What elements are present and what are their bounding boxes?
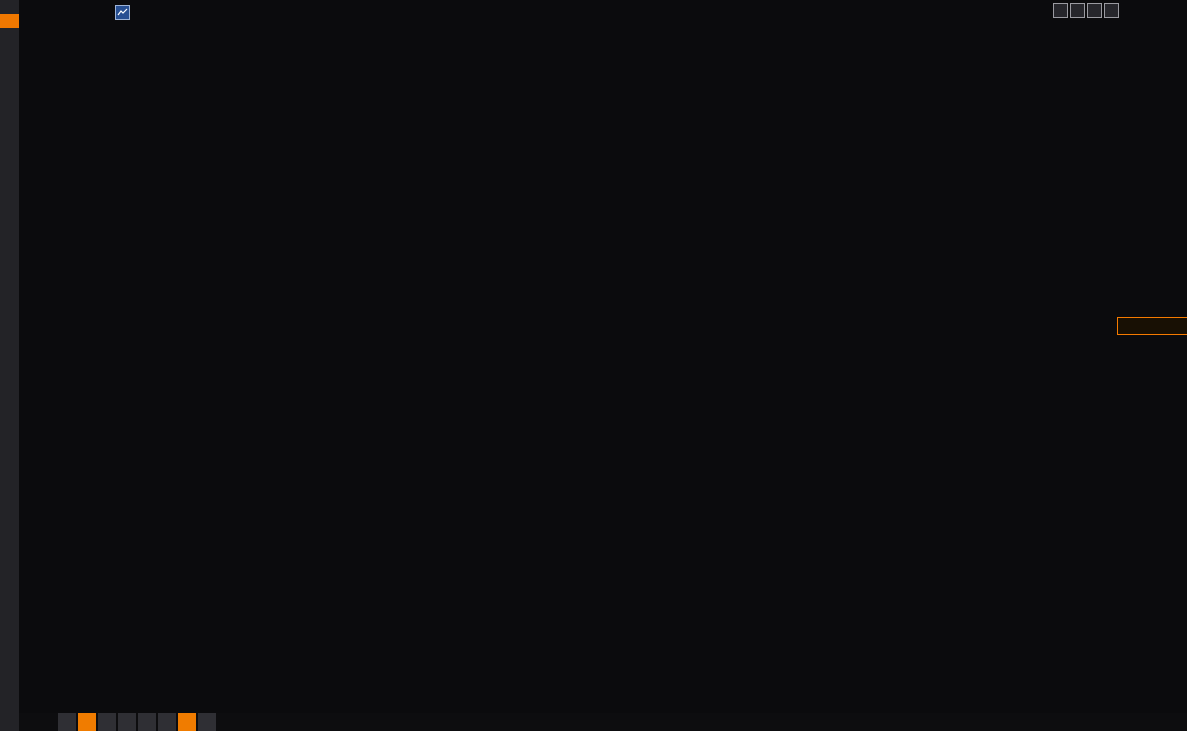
sidebar-item-contract-info[interactable] bbox=[0, 42, 19, 56]
tab-vip-indicator[interactable] bbox=[98, 713, 116, 731]
tab-bull[interactable] bbox=[138, 713, 156, 731]
chart-header bbox=[88, 3, 193, 21]
tab-macd[interactable] bbox=[158, 713, 176, 731]
current-price-badge bbox=[1117, 317, 1187, 335]
sidebar bbox=[0, 0, 19, 731]
chart-toolbar bbox=[1053, 3, 1119, 18]
sidebar-item-lightning-chart[interactable] bbox=[0, 28, 19, 42]
tab-indicator[interactable] bbox=[58, 713, 76, 731]
zoom-icon[interactable] bbox=[1087, 3, 1102, 18]
tab-template[interactable] bbox=[78, 713, 96, 731]
draw-line-icon[interactable] bbox=[1070, 3, 1085, 18]
tab-manage-template[interactable] bbox=[198, 713, 216, 731]
footer-toolbar bbox=[19, 713, 1187, 731]
sidebar-item-candlestick-chart[interactable] bbox=[0, 14, 19, 28]
crosshair-icon[interactable] bbox=[1053, 3, 1068, 18]
tab-save-template[interactable] bbox=[178, 713, 196, 731]
sidebar-item-timeline-chart[interactable] bbox=[0, 0, 19, 14]
exit-icon[interactable] bbox=[1104, 3, 1119, 18]
period-selector[interactable] bbox=[103, 697, 107, 712]
chart-style-icon[interactable] bbox=[115, 4, 130, 20]
tab-standard[interactable] bbox=[118, 713, 136, 731]
